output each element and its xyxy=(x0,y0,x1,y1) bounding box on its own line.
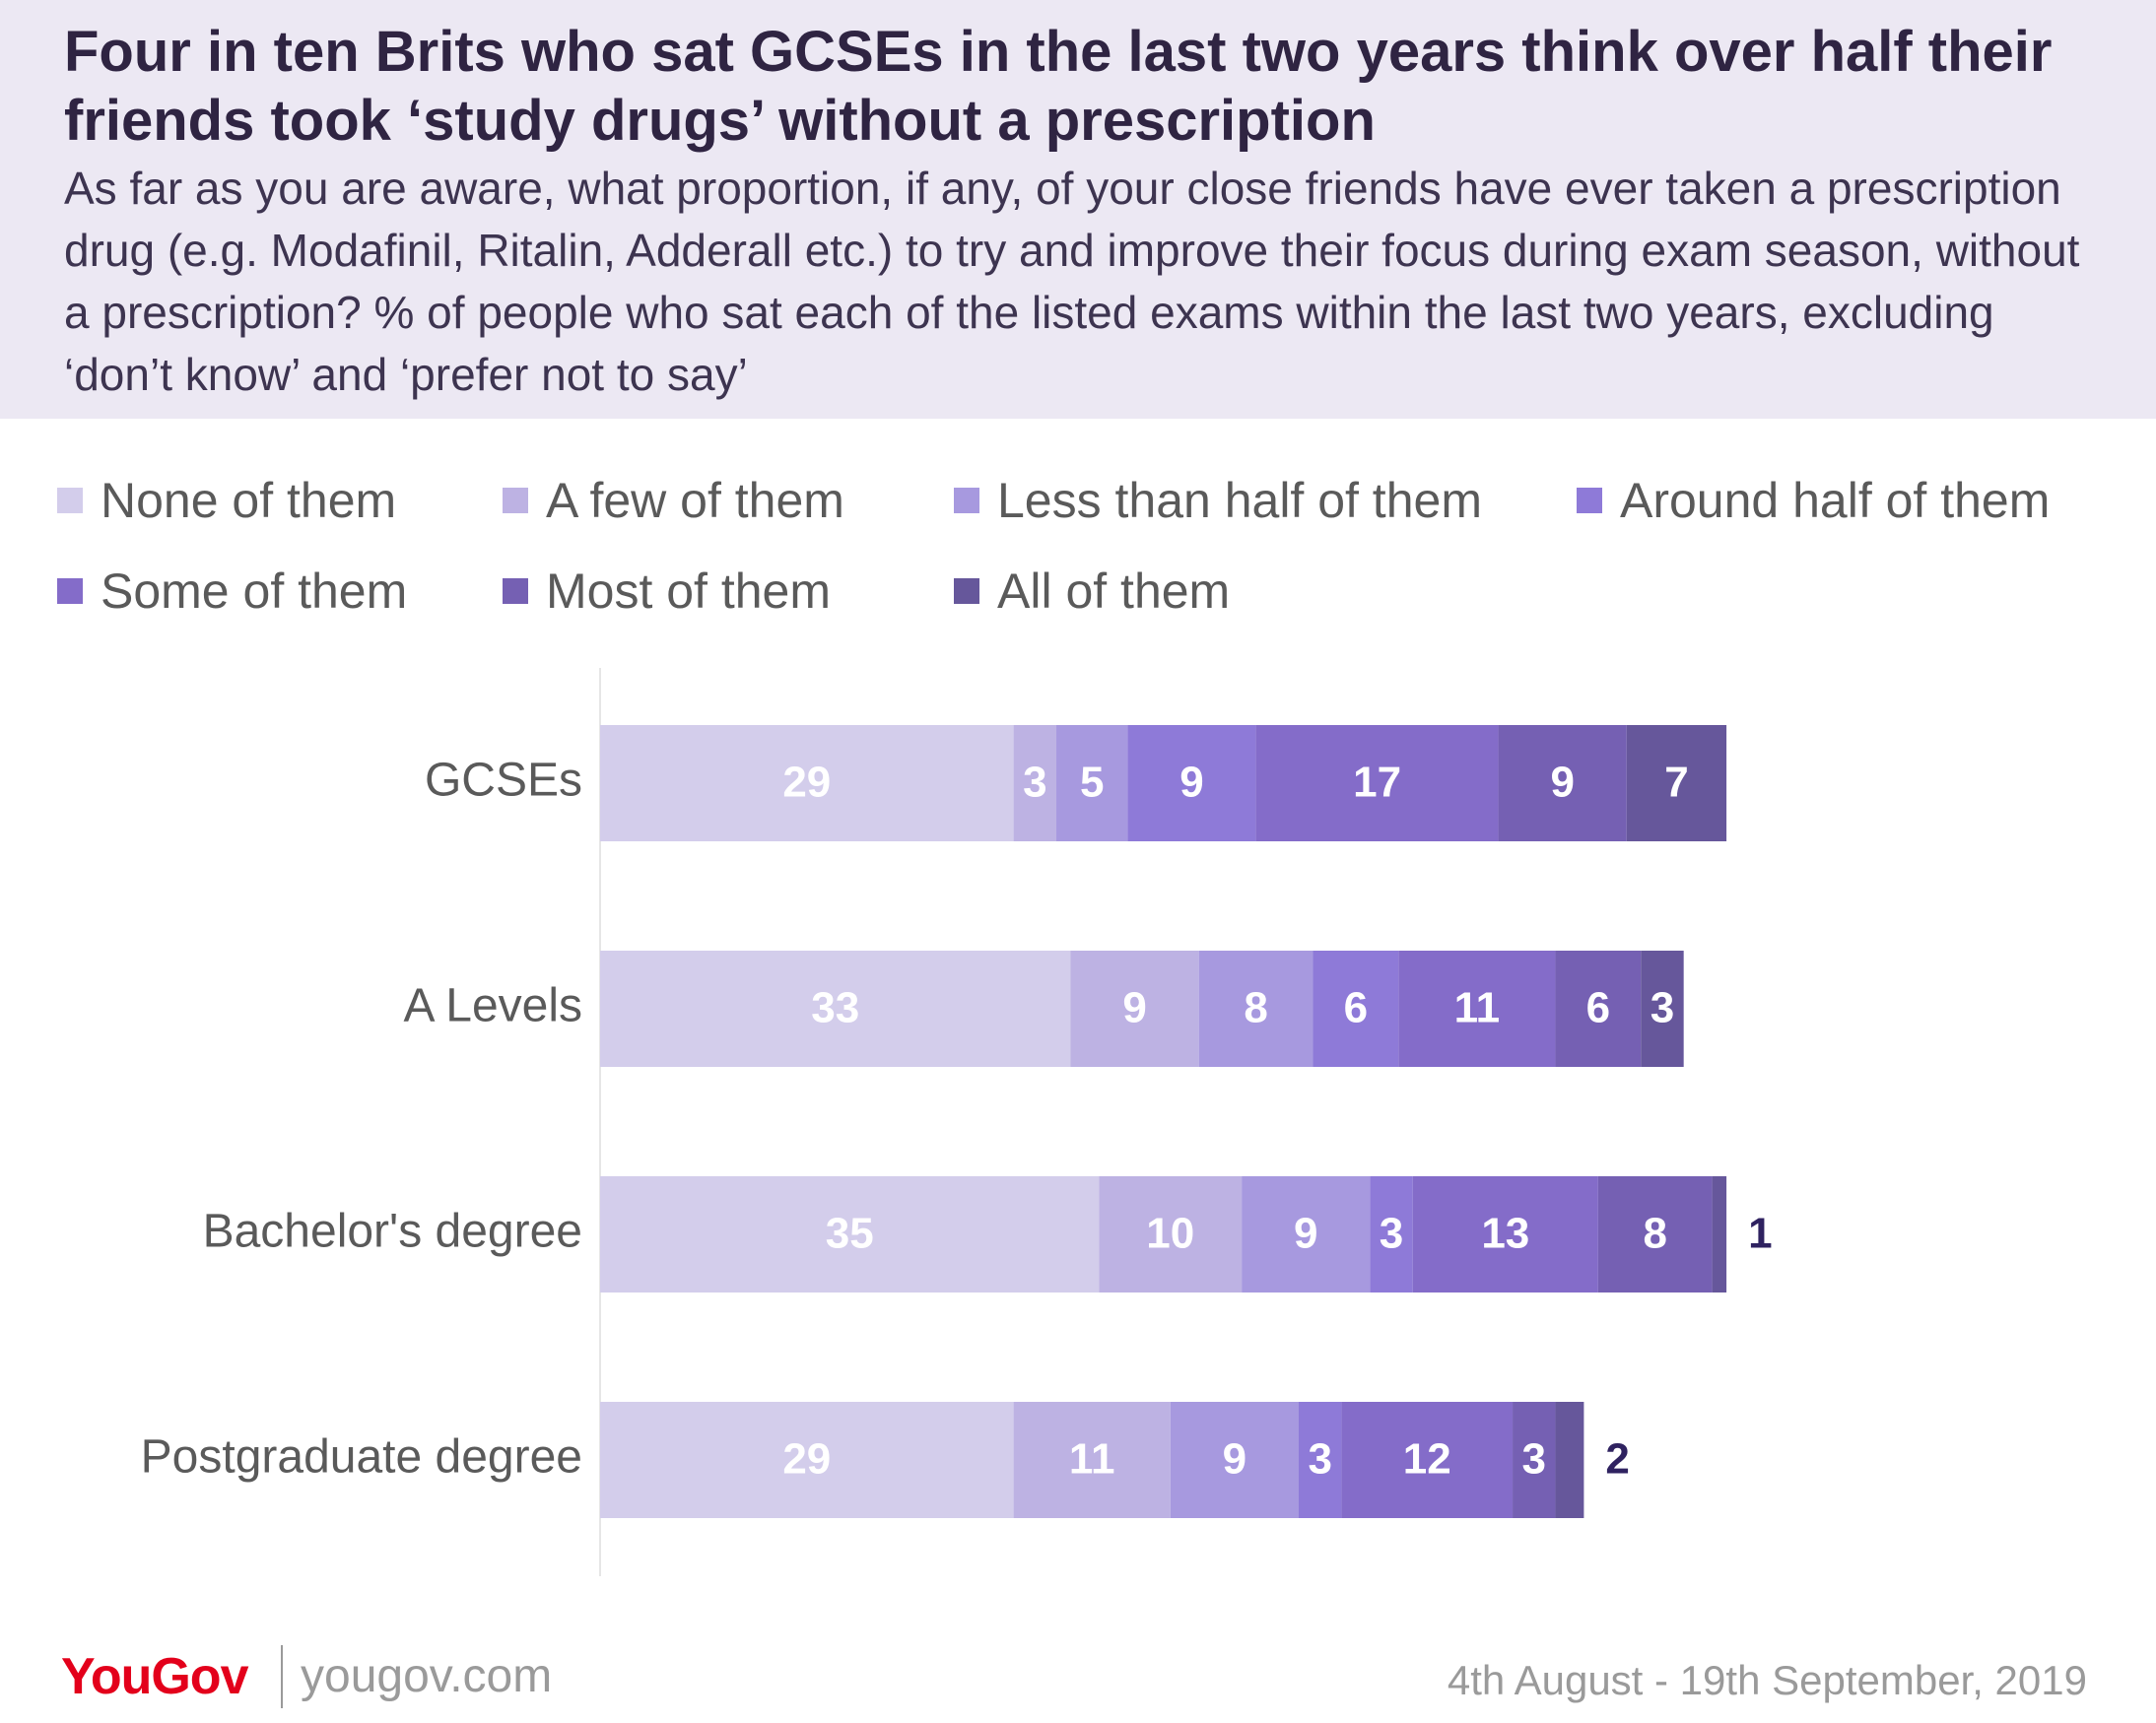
data-label: 11 xyxy=(1069,1435,1115,1484)
legend-item: A few of them xyxy=(503,471,844,530)
data-label: 29 xyxy=(782,1435,831,1484)
data-label: 35 xyxy=(826,1210,874,1258)
bar-segment xyxy=(1712,1176,1727,1292)
data-label: 3 xyxy=(1023,759,1046,807)
data-label: 17 xyxy=(1353,759,1401,807)
data-label: 9 xyxy=(1550,759,1574,807)
legend-swatch xyxy=(1577,488,1602,513)
bar-segment xyxy=(1070,951,1199,1067)
legend-swatch xyxy=(503,488,528,513)
category-label: A Levels xyxy=(404,980,582,1032)
data-label: 5 xyxy=(1080,759,1104,807)
bar-segment xyxy=(1412,1176,1598,1292)
legend-item: Some of them xyxy=(57,562,407,621)
footer-divider xyxy=(281,1645,283,1708)
data-label: 2 xyxy=(1605,1435,1629,1484)
bar-segment xyxy=(1641,951,1684,1067)
legend-label: All of them xyxy=(997,563,1231,619)
category-label: Bachelor's degree xyxy=(203,1206,582,1258)
data-label: 29 xyxy=(782,759,831,807)
bar-segment xyxy=(1370,1176,1413,1292)
bar-segment xyxy=(1398,951,1556,1067)
legend-item: None of them xyxy=(57,471,396,530)
data-label: 8 xyxy=(1244,984,1267,1032)
data-label: 8 xyxy=(1643,1210,1666,1258)
data-label: 6 xyxy=(1344,984,1368,1032)
legend-item: Around half of them xyxy=(1577,471,2050,530)
data-label: 3 xyxy=(1308,1435,1331,1484)
bar-segment xyxy=(1255,725,1499,841)
data-label: 9 xyxy=(1122,984,1146,1032)
data-label: 10 xyxy=(1146,1210,1194,1258)
fieldwork-dates: 4th August - 19th September, 2019 xyxy=(1447,1657,2087,1703)
legend-label: None of them xyxy=(101,473,397,528)
bar-segment xyxy=(600,1176,1100,1292)
data-label: 13 xyxy=(1481,1210,1529,1258)
data-label: 3 xyxy=(1651,984,1674,1032)
bar-segment xyxy=(1099,1176,1243,1292)
bar-segment xyxy=(1127,725,1256,841)
bar-segment xyxy=(600,951,1071,1067)
bar-segment xyxy=(1170,1402,1299,1518)
legend-swatch xyxy=(57,488,83,513)
chart-subtitle: As far as you are aware, what proportion… xyxy=(64,163,2080,400)
bar-segment xyxy=(1299,1402,1342,1518)
bar-segment xyxy=(1498,725,1627,841)
bar-segment xyxy=(1198,951,1314,1067)
data-label: 9 xyxy=(1294,1210,1317,1258)
legend-swatch xyxy=(57,578,83,604)
legend-item: Less than half of them xyxy=(954,471,1482,530)
legend-swatch xyxy=(954,488,979,513)
legend-label: Some of them xyxy=(101,563,408,619)
bar-segment xyxy=(600,1402,1014,1518)
data-label: 12 xyxy=(1403,1435,1451,1484)
bar-segment xyxy=(1013,725,1057,841)
bar-segment xyxy=(1513,1402,1556,1518)
legend-item: All of them xyxy=(954,562,1230,621)
data-label: 9 xyxy=(1179,759,1203,807)
bar-segment xyxy=(1597,1176,1713,1292)
site-url: yougov.com xyxy=(301,1650,553,1702)
data-label: 9 xyxy=(1223,1435,1246,1484)
bar-segment xyxy=(1341,1402,1514,1518)
chart-title: Four in ten Brits who sat GCSEs in the l… xyxy=(64,20,2053,153)
bar-segment xyxy=(1555,951,1642,1067)
data-label: 7 xyxy=(1664,759,1688,807)
data-label: 1 xyxy=(1748,1210,1772,1258)
legend-swatch xyxy=(503,578,528,604)
bar-segment xyxy=(1056,725,1128,841)
bar-segment xyxy=(1013,1402,1171,1518)
data-label: 6 xyxy=(1586,984,1610,1032)
category-label: Postgraduate degree xyxy=(141,1431,582,1484)
bar-segment xyxy=(600,725,1014,841)
legend-label: Around half of them xyxy=(1620,473,2051,528)
data-label: 3 xyxy=(1380,1210,1403,1258)
header-panel: Four in ten Brits who sat GCSEs in the l… xyxy=(0,0,2156,419)
legend-label: Less than half of them xyxy=(997,473,1482,528)
bar-segment xyxy=(1626,725,1727,841)
category-label: GCSEs xyxy=(425,755,582,807)
legend-swatch xyxy=(954,578,979,604)
legend-label: A few of them xyxy=(546,473,844,528)
bar-segment xyxy=(1555,1402,1584,1518)
stacked-bar-chart: GCSEs 29 3 5 9 17 9 7A Levels 33 9 8 6 11 6 3Bachelor'… xyxy=(141,668,1773,1576)
data-label: 11 xyxy=(1454,984,1501,1032)
legend-label: Most of them xyxy=(546,563,831,619)
data-label: 33 xyxy=(811,984,859,1032)
footer: YouGov yougov.com 4th August - 19th Sept… xyxy=(0,1635,2156,1723)
chart-legend: None of them A few of them Less than half … xyxy=(57,471,2126,648)
bar-segment xyxy=(1313,951,1399,1067)
bar-segment xyxy=(1242,1176,1371,1292)
legend-item: Most of them xyxy=(503,562,831,621)
yougov-logo: YouGov xyxy=(61,1648,248,1705)
data-label: 3 xyxy=(1522,1435,1546,1484)
